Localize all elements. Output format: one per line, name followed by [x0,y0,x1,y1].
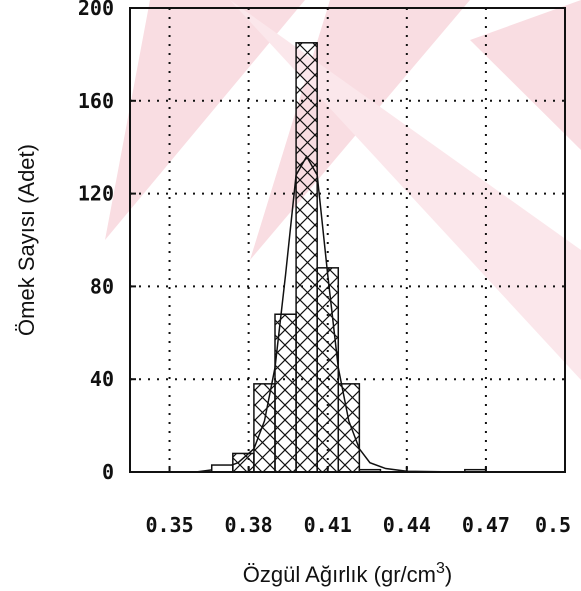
x-tick-label: 0.44 [383,513,431,537]
y-tick-label: 40 [90,367,114,391]
x-tick-label: 0.41 [304,513,352,537]
x-tick-label: 0.35 [145,513,193,537]
plot-frame [129,7,566,473]
x-tick-label: 0.47 [462,513,510,537]
histogram-bar [274,313,297,473]
histogram-bar [316,267,340,473]
y-axis-title: Ömek Sayısı (Adet) [14,144,39,336]
y-tick-label: 160 [78,89,114,113]
x-tick-label: 0.5 [535,513,571,537]
y-tick-label: 0 [102,460,114,484]
histogram-bar [210,464,234,473]
histogram-bars [210,42,487,473]
y-tick-label: 80 [90,274,114,298]
histogram-bar [253,383,276,473]
y-tick-label: 120 [78,182,114,206]
x-tick-label: 0.38 [225,513,273,537]
x-axis-ticks: 0.35 0.38 0.41 0.44 0.47 0.5 [145,466,571,537]
y-tick-label: 200 [78,0,114,20]
background-watermark [105,0,581,380]
histogram-bar [337,383,361,473]
histogram-bar [232,452,255,473]
y-axis-ticks: 0 40 80 120 160 200 [78,0,136,484]
x-axis-title: Özgül Ağırlık (gr/cm3) [243,560,452,587]
histogram-bar [295,42,318,473]
